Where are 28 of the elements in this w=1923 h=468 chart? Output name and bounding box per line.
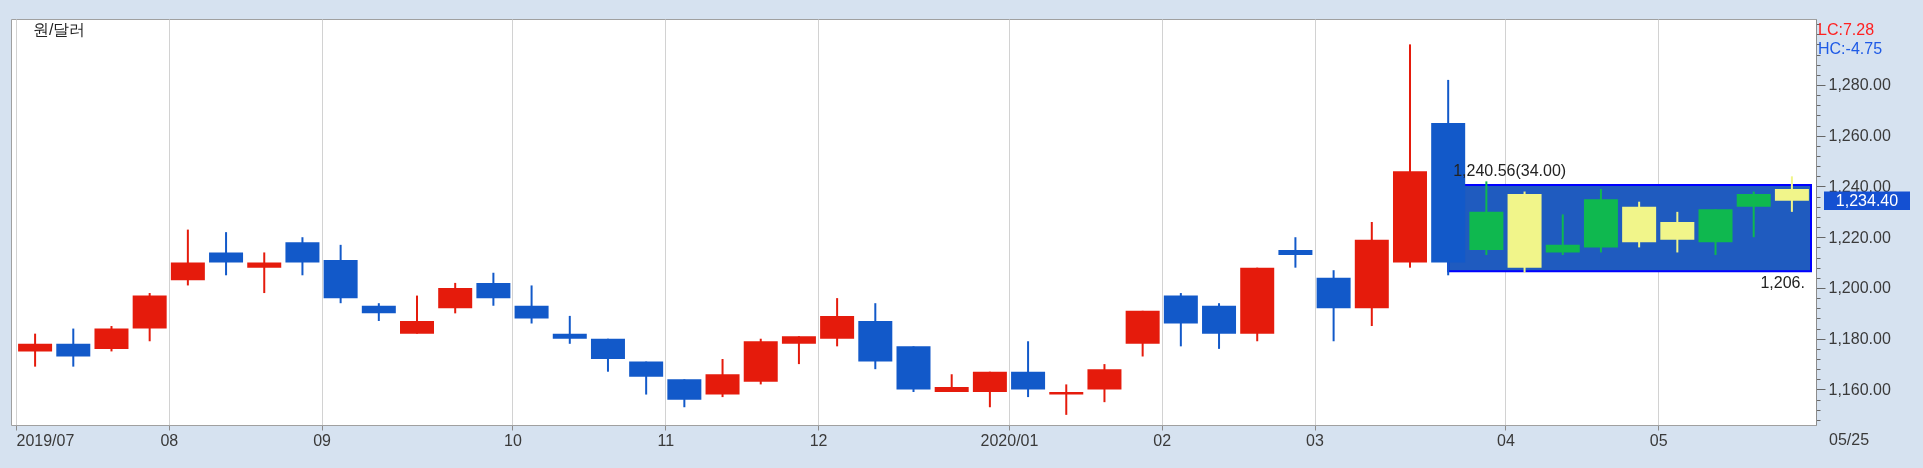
candlestick	[1278, 236, 1313, 269]
candlestick	[247, 251, 282, 295]
y-tick-label: 1,200.00	[1828, 279, 1891, 297]
candlestick	[552, 314, 587, 345]
x-tick-label: 2020/01	[980, 431, 1039, 449]
text: LC:7.28	[1818, 21, 1875, 38]
y-tick-label: 1,280.00	[1828, 76, 1891, 94]
x-tick-label: 09	[313, 431, 332, 449]
x-tick-label: 08	[160, 431, 179, 449]
x-tick-label: 2019/07	[16, 431, 75, 449]
x-tick-label: 04	[1497, 431, 1515, 449]
y-tick-label: 1,160.00	[1828, 380, 1891, 398]
y-tick-label: 1,180.00	[1828, 330, 1891, 348]
x-tick-label: 03	[1306, 431, 1325, 449]
candlestick	[1545, 213, 1580, 256]
x-tick-label: 10	[504, 431, 522, 449]
x-tick-label: 02	[1153, 431, 1172, 449]
y-tick-label: 1,220.00	[1828, 228, 1891, 246]
text: HC:-4.75	[1818, 39, 1883, 57]
candlestick	[1049, 383, 1084, 416]
x-tick-label: 05	[1649, 431, 1668, 449]
candlestick	[18, 332, 53, 368]
y-tick-label: 1,260.00	[1828, 127, 1891, 145]
x-tick-label: 11	[657, 431, 675, 449]
chart-title: 원/달러	[33, 21, 86, 39]
text: 05/25	[1829, 431, 1870, 448]
x-tick-label: 12	[809, 431, 828, 449]
annotation: 1,206.	[1760, 274, 1805, 292]
